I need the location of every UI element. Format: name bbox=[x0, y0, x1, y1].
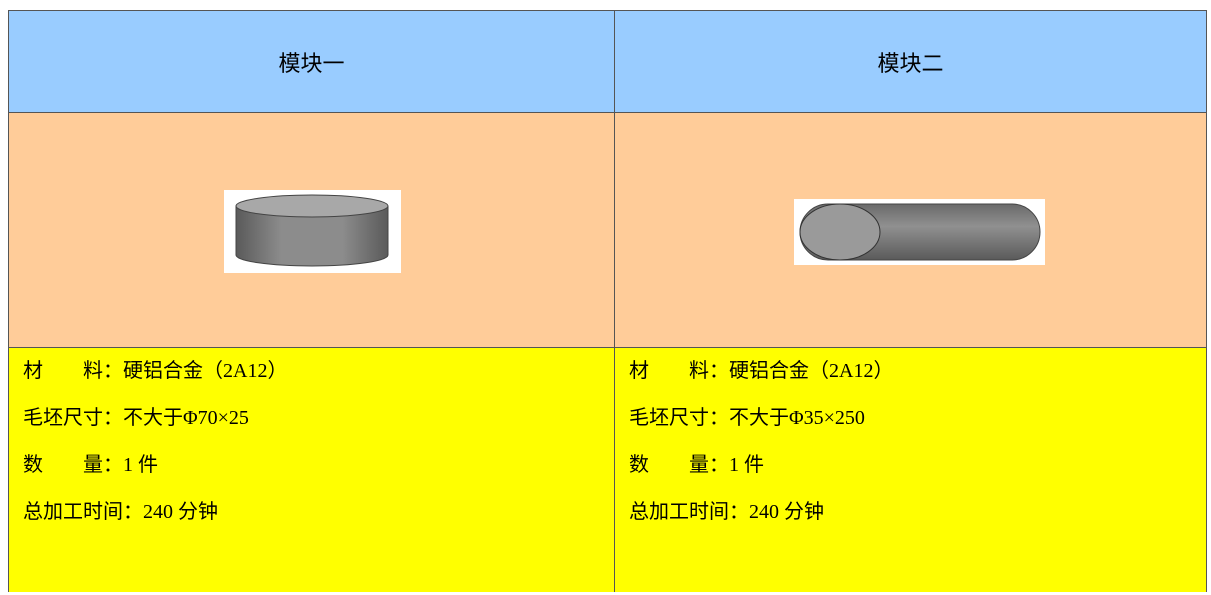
spec-line: 总加工时间：240 分钟 bbox=[23, 501, 218, 523]
header-row: 模块一 模块二 bbox=[8, 10, 1207, 113]
image-cell bbox=[614, 112, 1207, 348]
spec-cell: 材 料：硬铝合金（2A12） 毛坯尺寸：不大于Φ35×250 数 量：1 件 总… bbox=[614, 347, 1207, 592]
spec-line: 材 料：硬铝合金（2A12） bbox=[23, 360, 288, 382]
spec-line: 毛坯尺寸：不大于Φ35×250 bbox=[629, 407, 865, 429]
rod-image bbox=[794, 199, 1045, 265]
module-table: 模块一 模块二 材 料：硬铝合金（2A12） 毛 bbox=[8, 10, 1207, 592]
spec-line: 总加工时间：240 分钟 bbox=[629, 501, 824, 523]
image-cell bbox=[8, 112, 615, 348]
spec-line: 数 量：1 件 bbox=[629, 454, 764, 476]
spec-line: 材 料：硬铝合金（2A12） bbox=[629, 360, 894, 382]
text-row: 材 料：硬铝合金（2A12） 毛坯尺寸：不大于Φ70×25 数 量：1 件 总加… bbox=[8, 347, 1207, 592]
header-cell: 模块二 bbox=[614, 10, 1207, 113]
spec-cell: 材 料：硬铝合金（2A12） 毛坯尺寸：不大于Φ70×25 数 量：1 件 总加… bbox=[8, 347, 615, 592]
header-cell: 模块一 bbox=[8, 10, 615, 113]
spec-line: 数 量：1 件 bbox=[23, 454, 158, 476]
cylinder-image bbox=[224, 190, 401, 273]
image-row bbox=[8, 112, 1207, 348]
spec-line: 毛坯尺寸：不大于Φ70×25 bbox=[23, 407, 249, 429]
